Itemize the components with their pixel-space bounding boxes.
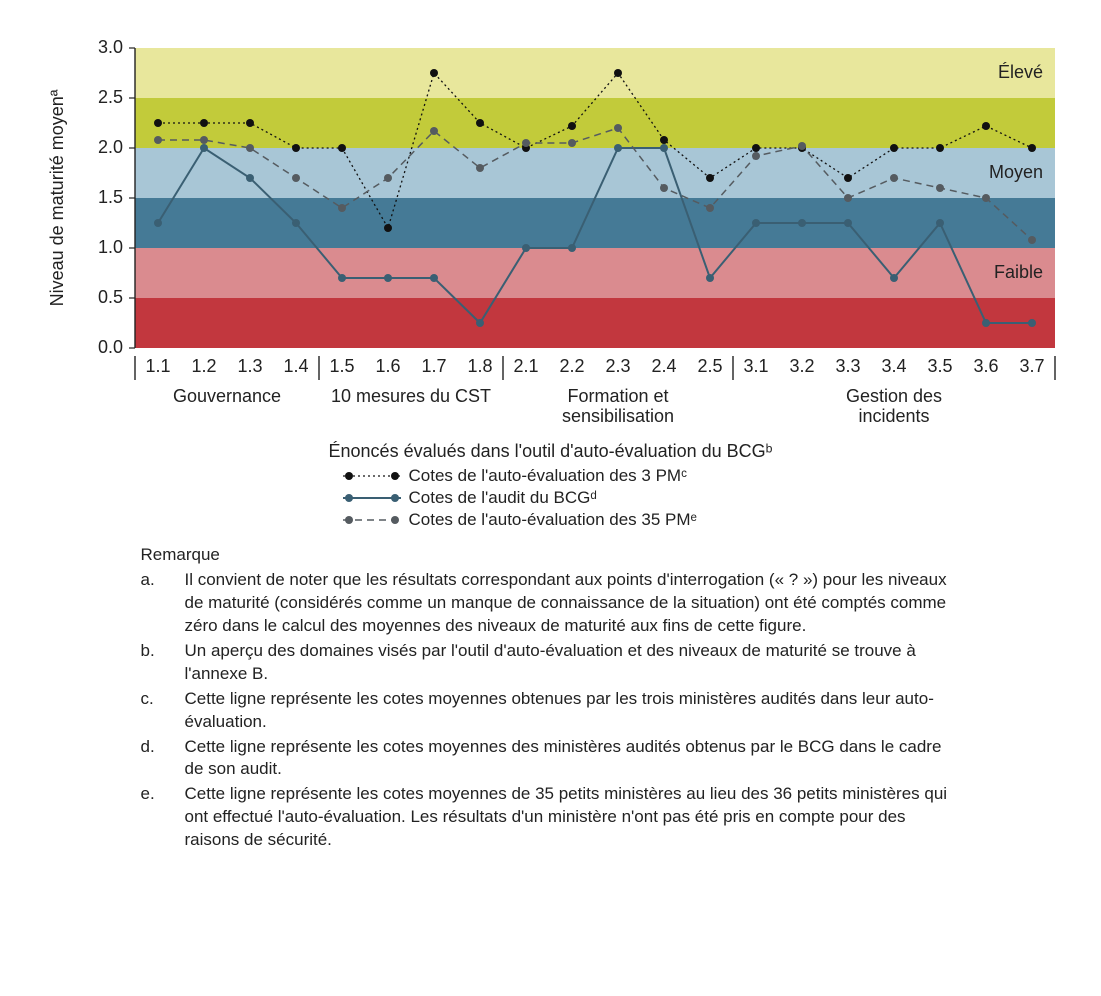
svg-text:Élevé: Élevé [998, 62, 1043, 82]
svg-text:0.0: 0.0 [98, 337, 123, 357]
svg-text:3.6: 3.6 [973, 356, 998, 376]
svg-text:1.2: 1.2 [191, 356, 216, 376]
svg-text:sensibilisation: sensibilisation [562, 406, 674, 426]
footnote-marker: b. [141, 640, 185, 686]
svg-text:1.6: 1.6 [375, 356, 400, 376]
svg-text:2.4: 2.4 [651, 356, 676, 376]
legend-item: Cotes de l'audit du BCGᵈ [341, 488, 761, 508]
svg-text:3.0: 3.0 [98, 37, 123, 57]
footnote-text: Il convient de noter que les résultats c… [185, 569, 961, 638]
svg-text:Niveau de maturité moyenª: Niveau de maturité moyenª [47, 89, 67, 306]
legend-item-label: Cotes de l'audit du BCGᵈ [409, 488, 597, 508]
svg-text:0.5: 0.5 [98, 287, 123, 307]
maturity-chart: Élevé Moyen Faible 0.0 0.5 1.0 1.5 2.0 2.5 3.0 Niv… [0, 0, 1101, 435]
svg-text:2.2: 2.2 [559, 356, 584, 376]
svg-text:Moyen: Moyen [989, 162, 1043, 182]
svg-text:Faible: Faible [994, 262, 1043, 282]
svg-text:2.3: 2.3 [605, 356, 630, 376]
footnote-item: c.Cette ligne représente les cotes moyen… [141, 688, 961, 734]
footnote-marker: c. [141, 688, 185, 734]
svg-text:Formation et: Formation et [567, 386, 668, 406]
svg-text:1.5: 1.5 [98, 187, 123, 207]
svg-text:1.3: 1.3 [237, 356, 262, 376]
svg-text:3.7: 3.7 [1019, 356, 1044, 376]
footnote-text: Cette ligne représente les cotes moyenne… [185, 783, 961, 852]
legend-item-label: Cotes de l'auto-évaluation des 3 PMᶜ [409, 466, 688, 486]
legend-title: Énoncés évalués dans l'outil d'auto-éval… [0, 441, 1101, 462]
svg-text:2.0: 2.0 [98, 137, 123, 157]
footnote-item: d.Cette ligne représente les cotes moyen… [141, 736, 961, 782]
svg-text:1.5: 1.5 [329, 356, 354, 376]
legend-item: Cotes de l'auto-évaluation des 3 PMᶜ [341, 466, 761, 486]
footnote-marker: e. [141, 783, 185, 852]
footnote-marker: a. [141, 569, 185, 638]
svg-text:3.2: 3.2 [789, 356, 814, 376]
footnotes-heading: Remarque [141, 544, 961, 567]
svg-text:Gestion des: Gestion des [846, 386, 942, 406]
svg-text:1.1: 1.1 [145, 356, 170, 376]
svg-text:3.1: 3.1 [743, 356, 768, 376]
svg-text:2.5: 2.5 [98, 87, 123, 107]
footnotes: Remarque a.Il convient de noter que les … [141, 544, 961, 852]
svg-text:incidents: incidents [858, 406, 929, 426]
svg-text:1.4: 1.4 [283, 356, 308, 376]
svg-text:10 mesures du CST: 10 mesures du CST [331, 386, 491, 406]
legend-item-label: Cotes de l'auto-évaluation des 35 PMᵉ [409, 510, 697, 530]
footnote-text: Cette ligne représente les cotes moyenne… [185, 688, 961, 734]
svg-text:1.7: 1.7 [421, 356, 446, 376]
footnote-item: e.Cette ligne représente les cotes moyen… [141, 783, 961, 852]
footnote-item: a.Il convient de noter que les résultats… [141, 569, 961, 638]
svg-text:2.1: 2.1 [513, 356, 538, 376]
footnote-item: b.Un aperçu des domaines visés par l'out… [141, 640, 961, 686]
svg-text:3.5: 3.5 [927, 356, 952, 376]
svg-text:1.0: 1.0 [98, 237, 123, 257]
footnote-text: Un aperçu des domaines visés par l'outil… [185, 640, 961, 686]
svg-text:3.4: 3.4 [881, 356, 906, 376]
footnote-marker: d. [141, 736, 185, 782]
svg-text:1.8: 1.8 [467, 356, 492, 376]
svg-text:Gouvernance: Gouvernance [173, 386, 281, 406]
svg-text:3.3: 3.3 [835, 356, 860, 376]
legend-item: Cotes de l'auto-évaluation des 35 PMᵉ [341, 510, 761, 530]
svg-text:2.5: 2.5 [697, 356, 722, 376]
legend: Cotes de l'auto-évaluation des 3 PMᶜCote… [341, 466, 761, 530]
footnote-text: Cette ligne représente les cotes moyenne… [185, 736, 961, 782]
